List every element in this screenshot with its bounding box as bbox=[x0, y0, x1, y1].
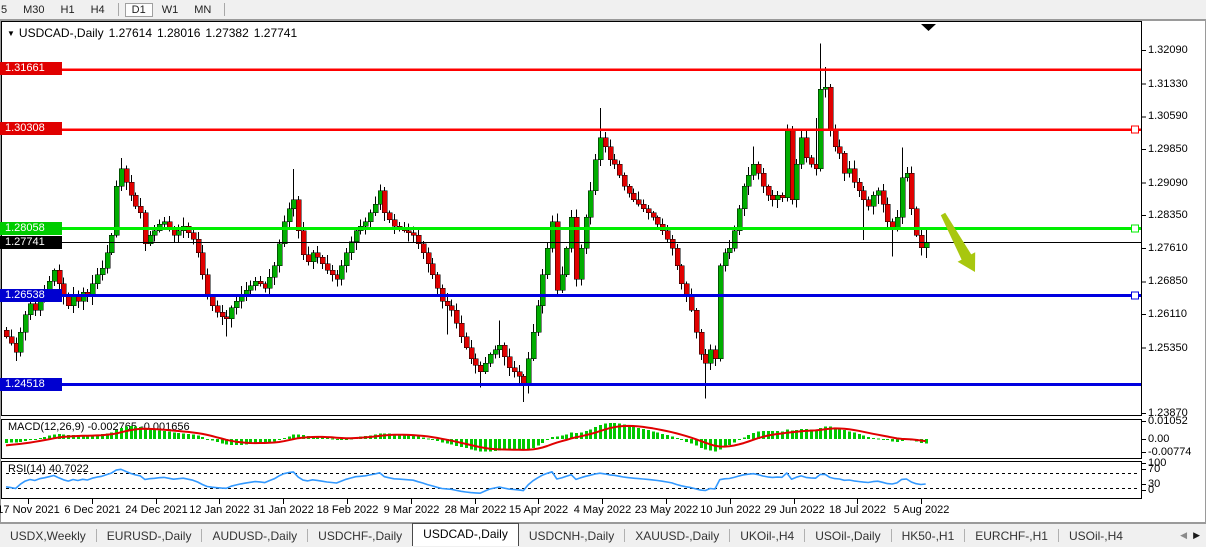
price-axis-tick: 1.32090 bbox=[1148, 44, 1188, 56]
tab-separator bbox=[890, 529, 892, 542]
price-badge-1.24518: 1.24518 bbox=[0, 377, 62, 391]
ohlc-high: 1.28016 bbox=[157, 26, 201, 40]
price-badge-1.28058: 1.28058 bbox=[0, 221, 62, 235]
chart-dropdown-icon[interactable]: ▼ bbox=[7, 29, 15, 38]
price-axis-tick: 1.29850 bbox=[1148, 142, 1188, 155]
date-axis-tick: 23 May 2022 bbox=[634, 504, 699, 516]
date-axis-tick: 24 Dec 2021 bbox=[125, 504, 188, 516]
candles-layer bbox=[3, 43, 930, 403]
tab-usdcad-daily[interactable]: USDCAD-,Daily bbox=[412, 522, 519, 546]
tab-xauusd-daily[interactable]: XAUUSD-,Daily bbox=[635, 528, 720, 543]
rsi-axis-tick: 100 bbox=[1148, 457, 1167, 469]
rsi-line bbox=[5, 468, 926, 495]
tab-separator bbox=[201, 529, 203, 542]
line-handle bbox=[1130, 224, 1140, 233]
ohlc-open: 1.27614 bbox=[108, 26, 152, 40]
tab-ukoil-h4[interactable]: UKOil-,H4 bbox=[740, 528, 795, 543]
timeframe-button-d1[interactable]: D1 bbox=[124, 2, 153, 17]
timeframe-button-5[interactable]: 5 bbox=[1, 3, 8, 16]
timeframe-button-w1[interactable]: W1 bbox=[161, 3, 179, 16]
date-axis-tick: 9 Mar 2022 bbox=[383, 504, 440, 516]
timeframe-button-mn[interactable]: MN bbox=[194, 3, 212, 16]
chart-symbol-label: USDCAD-,Daily bbox=[18, 26, 104, 40]
price-axis-tick: 1.27610 bbox=[1148, 241, 1188, 254]
price-axis-tick: 1.26110 bbox=[1148, 308, 1187, 321]
price-axis-tick: 1.29090 bbox=[1148, 176, 1188, 189]
price-axis-tick: 1.30590 bbox=[1148, 110, 1188, 123]
toolbar-separator bbox=[224, 3, 226, 16]
tab-separator bbox=[624, 529, 626, 542]
timeframe-button-h1[interactable]: H1 bbox=[60, 3, 75, 16]
tab-eurchf-h1[interactable]: EURCHF-,H1 bbox=[975, 528, 1048, 543]
ohlc-low: 1.27382 bbox=[205, 26, 249, 40]
tab-usoil-daily[interactable]: USOil-,Daily bbox=[815, 528, 881, 543]
macd-layer bbox=[5, 422, 928, 452]
timeframe-toolbar: 5 M30 H1 H4 D1 W1 MN bbox=[0, 0, 1206, 20]
line-handle bbox=[1130, 125, 1140, 134]
tab-usdx-weekly[interactable]: USDX,Weekly bbox=[10, 528, 86, 543]
price-badge-1.31661: 1.31661 bbox=[0, 62, 62, 76]
date-axis-tick: 4 May 2022 bbox=[573, 504, 632, 516]
tab-separator bbox=[804, 529, 806, 542]
tab-audusd-daily[interactable]: AUDUSD-,Daily bbox=[212, 528, 298, 543]
date-axis-tick: 29 Jun 2022 bbox=[764, 504, 825, 516]
tab-scroll-right-icon[interactable]: ▶ bbox=[1193, 530, 1200, 540]
ohlc-close: 1.27741 bbox=[253, 26, 298, 40]
rsi-axis-tick: 30 bbox=[1148, 478, 1161, 490]
price-badge-1.30308: 1.30308 bbox=[0, 122, 62, 136]
chart-canvas[interactable]: MACD(12,26,9) -0.002765 -0.001656 RSI(14)… bbox=[0, 19, 1206, 523]
timeframe-button-h4[interactable]: H4 bbox=[90, 3, 105, 16]
date-axis-tick: 28 Mar 2022 bbox=[444, 504, 507, 516]
tab-separator bbox=[95, 529, 97, 542]
tab-usdcnh-daily[interactable]: USDCNH-,Daily bbox=[528, 528, 615, 543]
macd-axis-tick: -0.00774 bbox=[1148, 446, 1192, 459]
tab-eurusd-daily[interactable]: EURUSD-,Daily bbox=[106, 528, 192, 543]
timeframe-button-m30[interactable]: M30 bbox=[23, 3, 45, 16]
price-axis-tick: 1.26850 bbox=[1148, 275, 1188, 288]
date-axis-tick: 17 Nov 2021 bbox=[0, 504, 60, 516]
price-badge-1.26538: 1.26538 bbox=[0, 288, 62, 302]
rsi-label: RSI(14) 40.7022 bbox=[8, 463, 89, 475]
top-center-marker[interactable] bbox=[921, 24, 936, 31]
tab-usoil-h4[interactable]: USOil-,H4 bbox=[1068, 528, 1123, 543]
tab-scroll-left-icon[interactable]: ◀ bbox=[1180, 530, 1188, 540]
date-axis-tick: 31 Jan 2022 bbox=[253, 504, 314, 516]
tab-separator bbox=[1057, 529, 1059, 542]
date-axis-tick: 6 Dec 2021 bbox=[64, 504, 121, 516]
macd-axis-tick: 0.00 bbox=[1148, 433, 1170, 445]
tab-hk50-h1[interactable]: HK50-,H1 bbox=[901, 528, 955, 543]
tab-scroll-arrows: ◀ ▶ bbox=[1180, 530, 1206, 541]
date-axis-tick: 15 Apr 2022 bbox=[508, 504, 569, 516]
date-axis-tick: 18 Feb 2022 bbox=[316, 504, 379, 516]
tab-separator bbox=[729, 529, 731, 542]
chart-title: ▼ USDCAD-,Daily 1.27614 1.28016 1.27382 1.277… bbox=[7, 26, 302, 40]
date-axis-tick: 18 Jul 2022 bbox=[829, 504, 886, 516]
date-axis-tick: 12 Jan 2022 bbox=[189, 504, 250, 516]
rsi-axis-tick: 70 bbox=[1148, 463, 1161, 475]
bearish-trend-arrow[interactable] bbox=[940, 212, 976, 272]
date-axis-tick: 5 Aug 2022 bbox=[893, 504, 950, 516]
chart-tabs-bar: USDX,Weekly EURUSD-,Daily AUDUSD-,Daily USD… bbox=[0, 522, 1206, 547]
rsi-axis-tick: 0 bbox=[1148, 484, 1155, 496]
price-axis-tick: 1.25350 bbox=[1148, 341, 1188, 354]
chart-window: ▼ USDCAD-,Daily 1.27614 1.28016 1.27382 1.277… bbox=[0, 19, 1206, 523]
tab-separator bbox=[964, 529, 966, 542]
tab-separator bbox=[307, 529, 309, 542]
toolbar-separator bbox=[117, 3, 119, 16]
price-axis-tick: 1.23870 bbox=[1148, 407, 1188, 420]
macd-axis-tick: 0.01052 bbox=[1148, 415, 1188, 427]
date-axis-tick: 10 Jun 2022 bbox=[700, 504, 761, 516]
macd-label: MACD(12,26,9) -0.002765 -0.001656 bbox=[8, 421, 190, 433]
tab-usdchf-daily[interactable]: USDCHF-,Daily bbox=[318, 528, 403, 543]
price-axis-tick: 1.31330 bbox=[1148, 77, 1188, 90]
line-handle bbox=[1130, 291, 1140, 300]
price-axis-tick: 1.28350 bbox=[1148, 209, 1188, 222]
rsi-pane bbox=[1, 461, 1142, 499]
price-badge-1.27741: 1.27741 bbox=[0, 235, 62, 249]
